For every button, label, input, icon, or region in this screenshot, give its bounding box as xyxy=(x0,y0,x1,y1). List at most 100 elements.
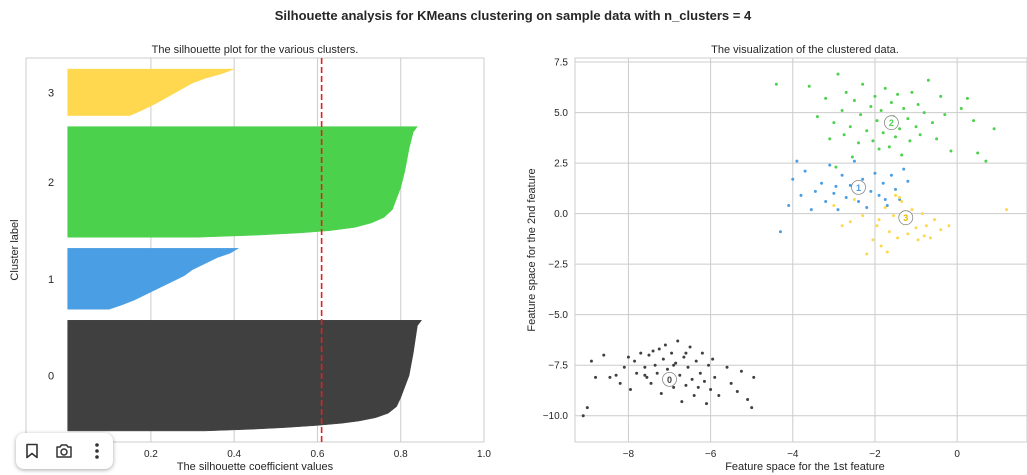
data-point-cluster-2 xyxy=(959,107,963,111)
data-point-cluster-2 xyxy=(871,139,875,143)
silhouette-x-tick-label: 1.0 xyxy=(477,449,491,460)
data-point-cluster-0 xyxy=(678,373,682,377)
data-point-cluster-0 xyxy=(670,351,674,355)
silhouette-x-label: The silhouette coefficient values xyxy=(177,461,334,473)
data-point-cluster-2 xyxy=(881,131,885,135)
data-point-cluster-1 xyxy=(832,191,836,195)
data-point-cluster-0 xyxy=(647,353,651,357)
silhouette-x-tick-label: 0.2 xyxy=(144,449,158,460)
data-point-cluster-3 xyxy=(832,204,836,208)
bookmark-button[interactable] xyxy=(20,439,44,463)
data-point-cluster-0 xyxy=(663,343,667,347)
data-point-cluster-2 xyxy=(815,115,819,119)
data-point-cluster-2 xyxy=(857,141,861,145)
data-point-cluster-2 xyxy=(898,127,902,131)
more-vert-icon xyxy=(95,443,99,459)
data-point-cluster-1 xyxy=(861,177,865,181)
data-point-cluster-3 xyxy=(865,252,869,256)
data-point-cluster-2 xyxy=(824,96,828,100)
data-point-cluster-3 xyxy=(900,199,904,203)
data-point-cluster-1 xyxy=(834,184,838,188)
data-point-cluster-0 xyxy=(602,353,606,357)
cluster-center-label: 3 xyxy=(903,213,908,223)
scatter-x-tick-label: −2 xyxy=(869,449,881,460)
cluster-label: 0 xyxy=(48,371,54,383)
data-point-cluster-2 xyxy=(865,129,869,133)
data-point-cluster-2 xyxy=(850,155,854,159)
data-point-cluster-0 xyxy=(672,363,676,367)
data-point-cluster-1 xyxy=(852,159,856,163)
data-point-cluster-1 xyxy=(877,193,881,197)
data-point-cluster-2 xyxy=(832,121,836,125)
data-point-cluster-2 xyxy=(834,165,838,169)
data-point-cluster-2 xyxy=(840,109,844,113)
data-point-cluster-0 xyxy=(626,355,630,359)
data-point-cluster-1 xyxy=(809,208,813,212)
scatter-plot-title: The visualization of the clustered data. xyxy=(711,44,899,56)
lens-icon xyxy=(56,444,73,458)
data-point-cluster-2 xyxy=(873,94,877,98)
data-point-cluster-1 xyxy=(799,193,803,197)
data-point-cluster-1 xyxy=(791,177,795,181)
data-point-cluster-0 xyxy=(581,414,585,418)
data-point-cluster-2 xyxy=(965,96,969,100)
data-point-cluster-2 xyxy=(900,153,904,157)
data-point-cluster-3 xyxy=(896,236,900,240)
data-point-cluster-2 xyxy=(992,127,996,131)
silhouette-fills: 0 1 2 3 xyxy=(48,68,423,432)
data-point-cluster-2 xyxy=(910,90,914,94)
silhouette-x-tick-label: 0.8 xyxy=(394,449,408,460)
data-point-cluster-1 xyxy=(824,199,828,203)
data-point-cluster-0 xyxy=(653,363,657,367)
more-button[interactable] xyxy=(85,439,109,463)
data-point-cluster-1 xyxy=(836,208,840,212)
data-point-cluster-0 xyxy=(700,351,704,355)
data-point-cluster-0 xyxy=(633,359,637,363)
data-point-cluster-0 xyxy=(725,365,729,369)
data-point-cluster-0 xyxy=(655,371,659,375)
scatter-y-tick-label: −5.0 xyxy=(548,310,568,321)
data-point-cluster-0 xyxy=(594,375,598,379)
cluster-label: 2 xyxy=(48,177,54,189)
data-point-cluster-1 xyxy=(840,173,844,177)
data-point-cluster-3 xyxy=(894,193,898,197)
silhouette-x-tick-label: 0.6 xyxy=(311,449,325,460)
data-point-cluster-3 xyxy=(947,224,951,228)
data-point-cluster-1 xyxy=(803,169,807,173)
lens-button[interactable] xyxy=(52,439,76,463)
data-point-cluster-3 xyxy=(891,214,895,218)
scatter-ticks: −8 −6 −4 −2 0 7.5 5.0 2.5 0.0 −2.5 −5.0 −7.5 −10.0 xyxy=(543,58,961,460)
data-point-cluster-0 xyxy=(688,345,692,349)
data-point-cluster-1 xyxy=(787,204,791,208)
data-point-cluster-2 xyxy=(828,137,832,141)
data-point-cluster-3 xyxy=(852,197,856,201)
cluster-center-marker xyxy=(662,371,677,387)
data-point-cluster-2 xyxy=(859,113,863,117)
data-point-cluster-1 xyxy=(820,181,824,185)
data-point-cluster-2 xyxy=(875,119,879,123)
data-point-cluster-0 xyxy=(686,365,690,369)
data-point-cluster-3 xyxy=(875,224,879,228)
data-point-cluster-3 xyxy=(898,195,902,199)
data-point-cluster-3 xyxy=(861,214,865,218)
image-toolbar xyxy=(16,433,113,469)
data-point-cluster-2 xyxy=(877,147,881,151)
data-point-cluster-2 xyxy=(879,109,883,113)
data-point-cluster-3 xyxy=(879,244,883,248)
scatter-x-label: Feature space for the 1st feature xyxy=(725,461,885,473)
data-point-cluster-2 xyxy=(972,119,976,123)
data-point-cluster-2 xyxy=(807,84,811,88)
data-point-cluster-0 xyxy=(680,400,684,404)
data-point-cluster-2 xyxy=(894,135,898,139)
data-point-cluster-3 xyxy=(1004,208,1008,212)
data-point-cluster-2 xyxy=(984,159,988,163)
data-point-cluster-2 xyxy=(861,82,865,86)
data-point-cluster-0 xyxy=(651,349,655,353)
data-point-cluster-2 xyxy=(889,100,893,104)
data-point-cluster-1 xyxy=(883,197,887,201)
data-point-cluster-1 xyxy=(778,230,782,234)
data-point-cluster-1 xyxy=(828,163,832,167)
cluster-scatter-plot: 0 1 2 3 −8 −6 −4 −2 0 7.5 5.0 2.5 0.0 −2.5 −5.0 −7.5 −1… xyxy=(526,44,1027,473)
data-point-cluster-2 xyxy=(848,125,852,129)
data-point-cluster-0 xyxy=(709,387,713,391)
